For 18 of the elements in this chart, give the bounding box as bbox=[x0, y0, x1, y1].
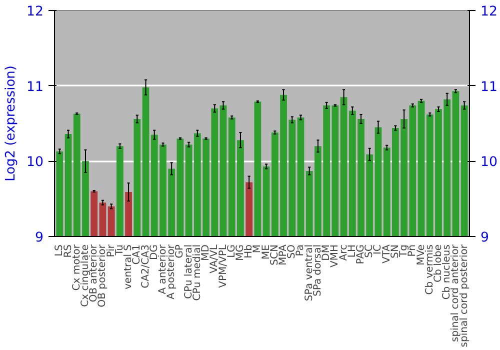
y2-tick-label: 11 bbox=[480, 80, 498, 95]
x-tick-label: spinal cord posterior bbox=[458, 244, 470, 348]
x-tick-label: Pa bbox=[295, 244, 306, 256]
x-tick-label: DG bbox=[148, 244, 160, 260]
y2-tick-label: 10 bbox=[480, 155, 498, 170]
y-tick-label: 11 bbox=[26, 80, 44, 95]
y2-tick-label: 9 bbox=[480, 230, 489, 246]
x-tick-label: OB posterior bbox=[97, 244, 108, 308]
x-tick-label: GP bbox=[174, 244, 186, 258]
x-tick-label: RS bbox=[62, 244, 74, 258]
x-tick-label: Tg bbox=[398, 244, 410, 258]
y-tick-label: 9 bbox=[35, 230, 44, 246]
y2-tick-label: 12 bbox=[480, 4, 498, 20]
y-axis-title: Log2 (expression) bbox=[4, 66, 19, 182]
x-tick-label: MVe bbox=[416, 244, 427, 266]
y-tick-label: 10 bbox=[26, 155, 44, 170]
x-tick-label: A posterior bbox=[166, 244, 178, 300]
y-tick-label: 12 bbox=[26, 4, 44, 20]
